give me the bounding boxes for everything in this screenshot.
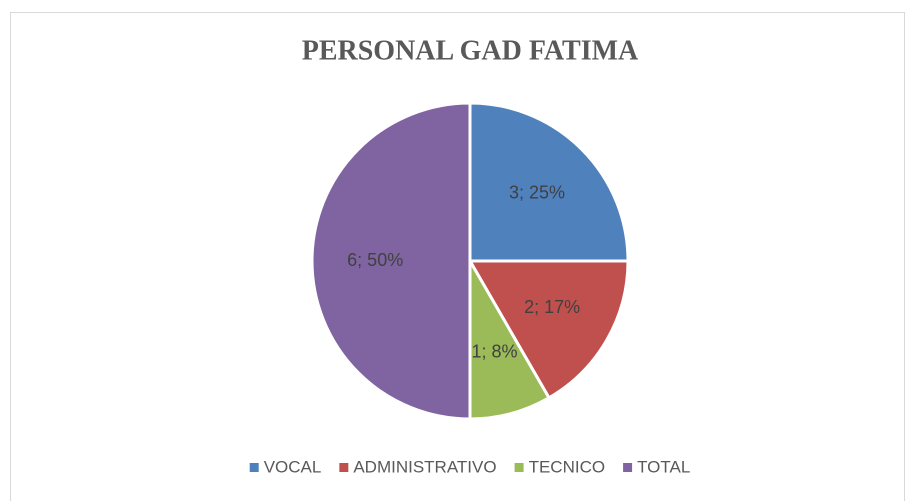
pie-slice (467, 259, 630, 400)
legend: VOCAL ADMINISTRATIVO TECNICO TOTAL (249, 457, 690, 476)
data-label: 3; 25% (509, 183, 565, 203)
chart-title: PERSONAL GAD FATIMA (302, 35, 639, 66)
pie-slice (310, 101, 472, 421)
legend-swatch (623, 463, 633, 472)
legend-swatch (339, 463, 349, 472)
legend-swatch (514, 463, 524, 472)
data-label: 6; 50% (347, 250, 403, 270)
legend-label: TOTAL (637, 457, 690, 476)
legend-label: TECNICO (529, 457, 606, 476)
pie: 3; 25% 2; 17% 1; 8% 6; 50% (310, 101, 630, 421)
data-label: 1; 8% (472, 341, 518, 361)
pie-slice (468, 101, 630, 263)
legend-label: ADMINISTRATIVO (353, 457, 496, 476)
legend-label: VOCAL (264, 457, 322, 476)
legend-swatch (249, 463, 259, 472)
data-label: 2; 17% (524, 297, 580, 317)
